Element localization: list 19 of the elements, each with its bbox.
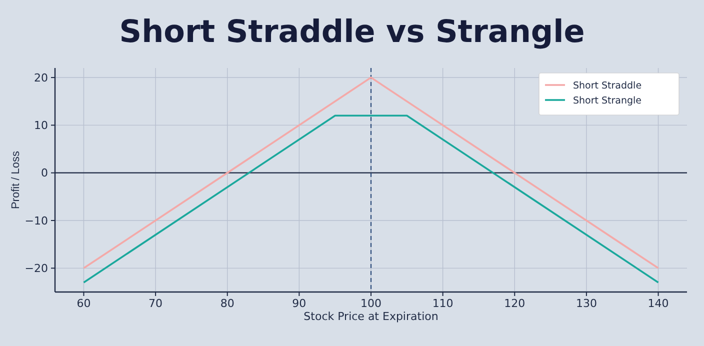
- y-axis-title: Profit / Loss: [10, 150, 22, 210]
- legend-label: Short Strangle: [573, 95, 642, 106]
- x-tick-label: 120: [504, 297, 526, 310]
- x-tick-label: 140: [648, 297, 669, 310]
- x-tick-label: 90: [292, 297, 306, 310]
- y-tick-label: 10: [34, 119, 48, 132]
- y-tick-label: −10: [24, 214, 48, 228]
- y-tick-label: 0: [41, 166, 48, 180]
- x-axis-title: Stock Price at Expiration: [304, 310, 438, 323]
- x-tick-label: 60: [76, 297, 91, 310]
- legend-label: Short Straddle: [573, 80, 642, 92]
- x-tick-label: 80: [220, 297, 234, 310]
- x-tick-label: 110: [432, 297, 454, 310]
- y-tick-label: 20: [34, 71, 48, 84]
- y-tick-label: −20: [24, 262, 48, 276]
- chart-title: Short Straddle vs Strangle: [119, 14, 585, 50]
- x-tick-label: 130: [576, 297, 597, 310]
- x-tick-label: 70: [148, 297, 163, 310]
- x-tick-label: 100: [360, 297, 382, 310]
